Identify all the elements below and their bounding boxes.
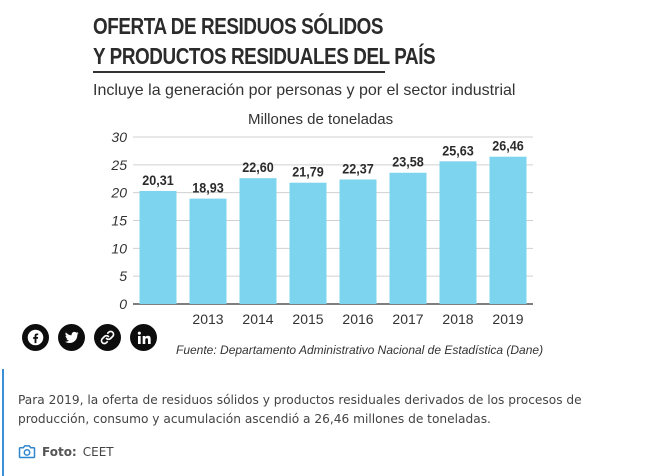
chart-subtitle: Incluye la generación por personas y por… (93, 82, 516, 99)
x-tick-label: 2019 (492, 311, 523, 327)
bar-chart: 0 5 10 15 20 25 30 20,31 18,93 2013 22,60 2014 21,79… (110, 129, 533, 327)
bar (339, 179, 377, 304)
data-label: 22,60 (242, 160, 273, 176)
bar (389, 172, 427, 304)
y-tick-label: 20 (110, 185, 127, 201)
bar (439, 161, 477, 304)
bar (239, 178, 277, 304)
y-tick-label: 10 (111, 240, 127, 256)
data-label: 23,58 (392, 154, 423, 170)
y-tick-label: 15 (111, 213, 127, 229)
x-tick-label: 2013 (192, 311, 223, 327)
credit-value: CEET (82, 444, 114, 459)
infographic: OFERTA DE RESIDUOS SÓLIDOS Y PRODUCTOS R… (22, 13, 544, 357)
title-underline (93, 71, 385, 73)
data-label: 22,37 (342, 161, 373, 177)
caption-text: Para 2019, la oferta de residuos sólidos… (18, 393, 582, 426)
data-label: 18,93 (192, 180, 223, 196)
data-label: 26,46 (492, 138, 523, 154)
camera-icon (18, 445, 36, 459)
twitter-icon (64, 331, 79, 344)
y-tick-label: 0 (119, 296, 127, 312)
y-tick-label: 25 (110, 157, 127, 173)
x-tick-label: 2014 (242, 311, 273, 327)
x-tick-label: 2015 (292, 311, 323, 327)
linkedin-icon (137, 331, 151, 344)
chart-title-line-2: Y PRODUCTOS RESIDUALES DEL PAÍS (93, 43, 436, 69)
copy-link-button[interactable] (94, 324, 121, 351)
chart-title-line-1: OFERTA DE RESIDUOS SÓLIDOS (93, 13, 384, 39)
linkedin-share-button[interactable] (130, 324, 157, 351)
y-tick-label: 30 (111, 129, 127, 145)
facebook-icon (27, 329, 44, 346)
link-icon (100, 330, 115, 345)
x-tick-label: 2016 (342, 311, 373, 327)
data-label: 21,79 (292, 164, 323, 180)
photo-credit: Foto: CEET (18, 444, 114, 459)
chart-units-label: Millones de toneladas (248, 111, 394, 128)
x-tick-label: 2018 (442, 311, 473, 327)
bar (489, 156, 527, 304)
share-bar (22, 324, 157, 351)
chart-source: Fuente: Departamento Administrativo Naci… (176, 343, 544, 357)
bar (189, 198, 227, 304)
bar (139, 190, 177, 304)
photo-caption: Para 2019, la oferta de residuos sólidos… (2, 369, 654, 476)
x-tick-label: 2017 (392, 311, 423, 327)
data-label: 25,63 (442, 143, 473, 159)
data-label: 20,31 (142, 172, 174, 188)
y-tick-label: 5 (119, 268, 127, 284)
facebook-share-button[interactable] (22, 324, 49, 351)
credit-label: Foto: (42, 444, 77, 459)
twitter-share-button[interactable] (58, 324, 85, 351)
bar (289, 182, 327, 304)
